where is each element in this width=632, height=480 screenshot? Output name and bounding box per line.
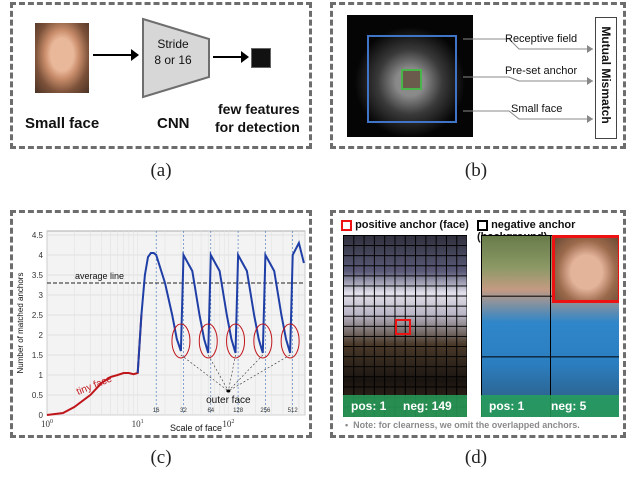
note-bullet: • (345, 420, 349, 430)
legend-positive-text: positive anchor (face) (355, 219, 469, 231)
caption-b: (b) (464, 160, 488, 181)
cnn-label: CNN (157, 115, 190, 132)
label-preset-anchor: Pre-set anchor (505, 65, 578, 77)
output-label-1: few features (218, 101, 300, 117)
x-major-tick-label: 101 (132, 419, 144, 429)
y-tick-label: 0 (39, 411, 44, 420)
y-tick-label: 1.5 (32, 351, 44, 360)
mutual-mismatch-text: Mutual Mismatch (599, 26, 613, 124)
y-tick-label: 2.5 (32, 311, 44, 320)
cnn-stride-text-2: 8 or 16 (154, 53, 192, 67)
right-neg-count: neg: 5 (551, 399, 587, 413)
matched-anchors-chart: 0 0.5 1 1.5 2 2.5 3 3.5 4 4.5 100 101 102 16 32 64 128 25… (16, 230, 306, 433)
receptive-field-image (347, 15, 473, 137)
series-line-blue (136, 240, 305, 374)
left-count-bar (343, 395, 467, 417)
left-pos-count: pos: 1 (351, 399, 387, 413)
outer-face-pointer (180, 354, 229, 392)
outer-face-ellipse (171, 323, 191, 359)
outer-face-label: outer face (206, 395, 251, 406)
outer-face-ellipse (280, 323, 300, 359)
label-small-face: Small face (511, 103, 563, 115)
y-tick-label: 3 (39, 291, 44, 300)
right-positive-anchor (552, 235, 619, 303)
caption-d: (d) (464, 447, 488, 468)
left-positive-anchor (395, 319, 411, 335)
outer-face-point (226, 389, 231, 393)
mutual-mismatch-box: Mutual Mismatch (595, 17, 617, 139)
output-label-2: for detection (215, 119, 300, 135)
arrow-face-to-cnn (93, 49, 139, 61)
right-count-bar (481, 395, 619, 417)
x-inner-tick-label: 16 (153, 408, 160, 414)
label-receptive-field: Receptive field (505, 33, 578, 45)
feature-map-output (251, 48, 271, 68)
y-tick-label: 2 (39, 331, 44, 340)
x-axis-label: Scale of face (170, 423, 222, 433)
note-text: • Note: for clearness, we omit the overl… (345, 420, 580, 430)
preset-anchor-box (401, 69, 422, 90)
negative-anchor-swatch-icon (477, 219, 488, 231)
y-tick-label: 1 (39, 371, 44, 380)
left-anchor-grid (343, 235, 467, 417)
left-photo: pos: 1 neg: 149 (343, 235, 467, 417)
cnn-stride-text-1: Stride (157, 37, 189, 51)
panel-b: Receptive field Pre-set anchor Small fac… (330, 2, 626, 149)
average-line-label: average line (75, 271, 124, 281)
connector-lines (463, 38, 593, 123)
outer-face-ellipse (253, 323, 273, 359)
x-major-tick-label: 100 (41, 419, 53, 429)
caption-a: (a) (150, 160, 172, 181)
series-line-red (46, 314, 143, 416)
x-inner-tick-label: 256 (260, 408, 271, 414)
right-pos-count: pos: 1 (489, 399, 525, 413)
left-neg-count: neg: 149 (403, 399, 452, 413)
outer-face-pointer (207, 354, 229, 392)
x-inner-tick-label: 64 (207, 408, 214, 414)
y-tick-label: 4.5 (32, 231, 44, 240)
y-tick-label: 4 (39, 251, 44, 260)
arrow-cnn-to-output (213, 51, 249, 63)
x-inner-tick-label: 32 (180, 408, 187, 414)
outer-face-ellipse (226, 323, 246, 359)
x-inner-tick-label: 512 (288, 408, 299, 414)
caption-c: (c) (150, 447, 172, 468)
right-photo: pos: 1 neg: 5 (481, 235, 619, 417)
legend-positive: positive anchor (face) (341, 219, 469, 231)
x-inner-tick-label: 128 (233, 408, 244, 414)
outer-face-pointer (228, 354, 264, 392)
cnn-trapezoid-icon (142, 17, 210, 99)
panel-c: 0 0.5 1 1.5 2 2.5 3 3.5 4 4.5 100 101 102 16 32 64 128 25… (10, 210, 312, 438)
panel-d: positive anchor (face) negative anchor (… (330, 210, 626, 438)
small-face-image (35, 23, 89, 93)
small-face-label: Small face (25, 115, 100, 132)
y-axis-label: Number of matched anchors (16, 273, 25, 374)
positive-anchor-swatch-icon (341, 219, 352, 231)
receptive-field-box (367, 35, 457, 123)
y-tick-label: 3.5 (32, 271, 44, 280)
x-major-tick-label: 102 (222, 419, 234, 429)
outer-face-ellipse (198, 323, 218, 359)
panel-a: Stride 8 or 16 Small face CNN few featur… (10, 2, 312, 149)
note-body: Note: for clearness, we omit the overlap… (353, 420, 580, 430)
y-tick-label: 0.5 (32, 391, 44, 400)
